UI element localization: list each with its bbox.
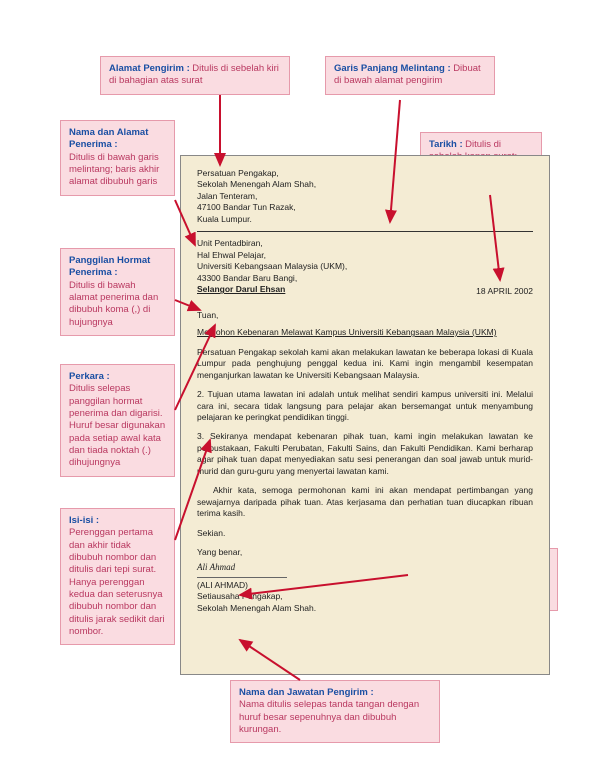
recipient-line: Universiti Kebangsaan Malaysia (UKM), <box>197 261 533 272</box>
signature: Ali Ahmad <box>197 561 533 573</box>
letter-date: 18 APRIL 2002 <box>476 286 533 297</box>
callout-garis-panjang: Garis Panjang Melintang : Dibuat di bawa… <box>325 56 495 95</box>
recipient-line: 43300 Bandar Baru Bangi, <box>197 273 533 284</box>
sender-address: Persatuan Pengakap, Sekolah Menengah Ala… <box>197 168 533 225</box>
sender-line: Persatuan Pengakap, <box>197 168 533 179</box>
sender-position-1: Setiausaha Pengakap, <box>197 591 533 602</box>
sender-line: Kuala Lumpur. <box>197 214 533 225</box>
callout-text: Ditulis di bawah alamat penerima dan dib… <box>69 280 158 328</box>
sender-line: Sekolah Menengah Alam Shah, <box>197 179 533 190</box>
callout-title: Nama dan Alamat Penerima : <box>69 127 148 150</box>
callout-title: Panggilan Hormat Penerima : <box>69 255 150 278</box>
sender-position-2: Sekolah Menengah Alam Shah. <box>197 603 533 614</box>
paragraph-3: 3. Sekiranya mendapat kebenaran pihak tu… <box>197 431 533 477</box>
callout-text: Ditulis di bawah garis melintang; baris … <box>69 152 159 188</box>
sender-line: 47100 Bandar Tun Razak, <box>197 202 533 213</box>
yang-benar: Yang benar, <box>197 547 533 558</box>
paragraph-1: Persatuan Pengakap sekolah kami akan mel… <box>197 347 533 381</box>
callout-alamat-pengirim: Alamat Pengirim : Ditulis di sebelah kir… <box>100 56 290 95</box>
callout-text: Ditulis selepas panggilan hormat penerim… <box>69 383 165 468</box>
callout-perkara: Perkara : Ditulis selepas panggilan horm… <box>60 364 175 477</box>
callout-title: Tarikh : <box>429 139 463 150</box>
callout-text: Perenggan pertama dan akhir tidak dibubu… <box>69 527 165 637</box>
callout-title: Alamat Pengirim : <box>109 63 190 74</box>
callout-title: Isi-isi : <box>69 515 99 526</box>
sender-name-bracket: (ALI AHMAD) <box>197 580 533 591</box>
signature-rule <box>197 577 287 578</box>
horizontal-rule <box>197 231 533 232</box>
sekian: Sekian. <box>197 528 533 539</box>
callout-title: Nama dan Jawatan Pengirim : <box>239 687 374 698</box>
paragraph-4: Akhir kata, semoga permohonan kami ini a… <box>197 485 533 519</box>
recipient-line: Hal Ehwal Pelajar, <box>197 250 533 261</box>
paragraph-2: 2. Tujuan utama lawatan ini adalah untuk… <box>197 389 533 423</box>
sender-line: Jalan Tenteram, <box>197 191 533 202</box>
callout-text: Nama ditulis selepas tanda tangan dengan… <box>239 699 419 735</box>
callout-panggilan-hormat: Panggilan Hormat Penerima : Ditulis di b… <box>60 248 175 336</box>
salutation: Tuan, <box>197 310 533 321</box>
subject-line: Memohon Kebenaran Melawat Kampus Univers… <box>197 327 533 338</box>
recipient-line: Unit Pentadbiran, <box>197 238 533 249</box>
callout-title: Garis Panjang Melintang : <box>334 63 451 74</box>
callout-isi-isi: Isi-isi : Perenggan pertama dan akhir ti… <box>60 508 175 645</box>
letter: Persatuan Pengakap, Sekolah Menengah Ala… <box>180 155 550 675</box>
callout-title: Perkara : <box>69 371 110 382</box>
callout-nama-jawatan: Nama dan Jawatan Pengirim : Nama ditulis… <box>230 680 440 743</box>
callout-nama-alamat-penerima: Nama dan Alamat Penerima : Ditulis di ba… <box>60 120 175 196</box>
